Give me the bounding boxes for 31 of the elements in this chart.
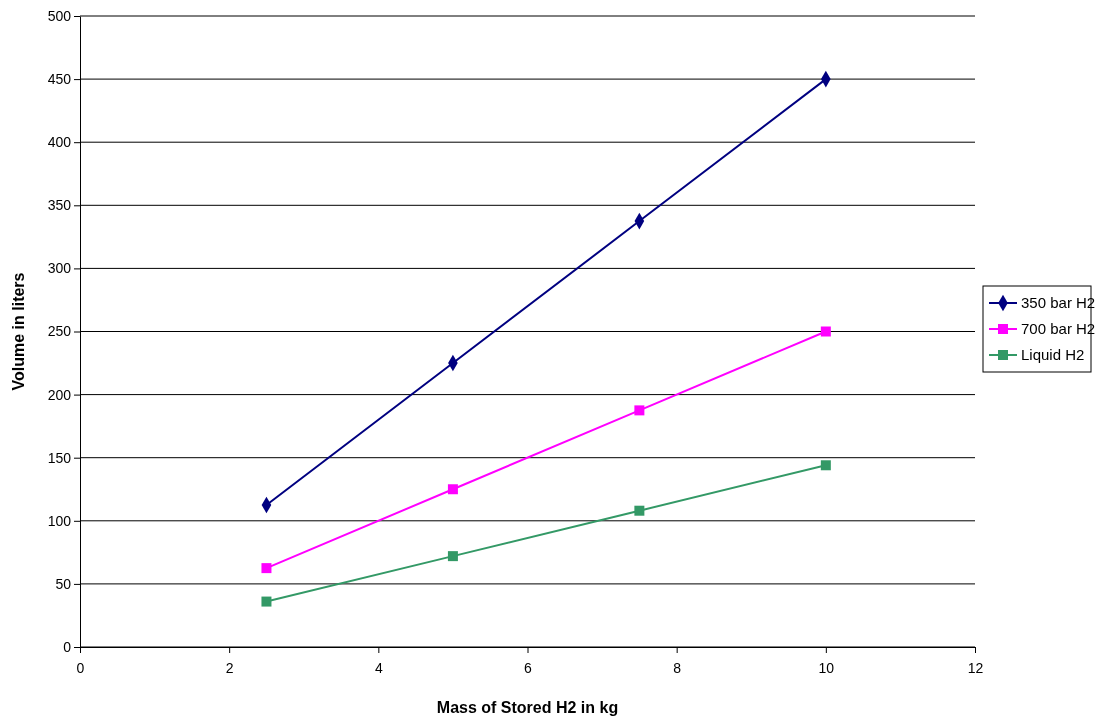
y-tick-label: 0 [63, 638, 72, 655]
y-tick-label: 500 [47, 7, 72, 24]
x-tick-label: 6 [524, 659, 533, 676]
point [261, 596, 272, 607]
legend-label: 700 bar H2 [1021, 320, 1096, 337]
y-tick-label: 450 [47, 71, 72, 88]
x-tick-label: 4 [374, 659, 383, 676]
x-tick-label: 10 [818, 659, 835, 676]
y-tick-label: 100 [47, 512, 72, 529]
point [447, 551, 458, 562]
y-tick-label: 350 [47, 197, 72, 214]
legend-label: Liquid H2 [1021, 346, 1085, 363]
y-tick-label: 200 [47, 386, 72, 403]
point [634, 505, 645, 516]
y-tick-label: 250 [47, 323, 72, 340]
x-tick-label: 12 [967, 659, 984, 676]
legend-label: 350 bar H2 [1021, 294, 1096, 311]
x-axis-title: Mass of Stored H2 in kg [436, 699, 619, 716]
x-tick-label: 2 [225, 659, 234, 676]
y-tick-label: 300 [47, 260, 72, 277]
x-tick-label: 0 [76, 659, 85, 676]
point [820, 326, 831, 337]
y-axis-title: Volume in liters [10, 272, 27, 391]
point [261, 563, 272, 574]
point [634, 405, 645, 416]
point [447, 484, 458, 495]
y-tick-label: 400 [47, 134, 72, 151]
y-tick-label: 150 [47, 449, 72, 466]
point [820, 460, 831, 471]
y-tick-label: 50 [55, 575, 72, 592]
x-tick-label: 8 [673, 659, 682, 676]
